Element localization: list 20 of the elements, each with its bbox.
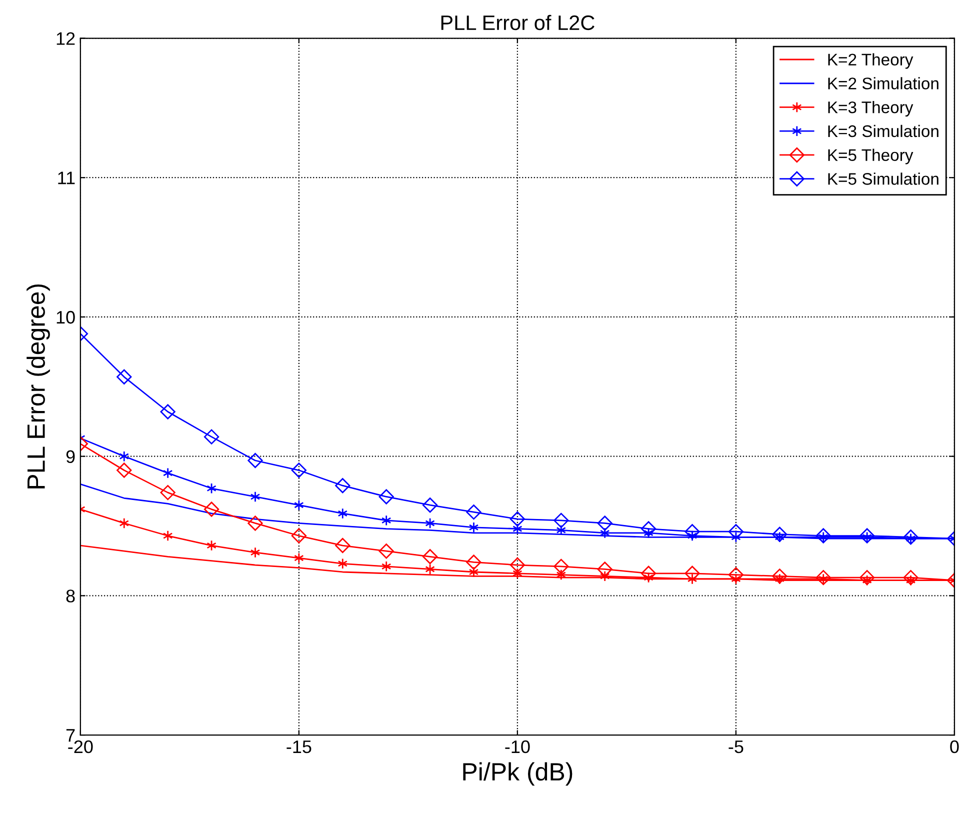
x-tick-label: -5 <box>728 740 744 754</box>
y-tick-label: 9 <box>66 450 75 464</box>
x-axis-title: Pi/Pk (dB) <box>463 762 572 786</box>
y-tick-label: 12 <box>56 32 75 45</box>
chart-title: PLL Error of L2C <box>441 14 594 30</box>
legend-label: K=5 Theory <box>828 148 914 164</box>
y-tick-label: 10 <box>56 310 75 324</box>
legend-label: K=2 Simulation <box>828 77 938 90</box>
x-tick-label: -15 <box>286 740 312 754</box>
x-tick-label: -10 <box>505 740 530 754</box>
legend-label: K=2 Theory <box>828 53 914 69</box>
legend-label: K=5 Simulation <box>828 172 938 185</box>
y-tick-label: 8 <box>66 590 75 602</box>
y-tick-label: 11 <box>58 172 75 184</box>
y-tick-label: 7 <box>66 729 75 742</box>
legend-label: K=3 Simulation <box>828 124 938 138</box>
y-axis-title: PLL Error (degree) <box>26 284 50 488</box>
x-tick-label: 0 <box>950 740 959 754</box>
x-tick-label: -20 <box>68 740 93 754</box>
legend-label: K=3 Theory <box>828 101 914 117</box>
